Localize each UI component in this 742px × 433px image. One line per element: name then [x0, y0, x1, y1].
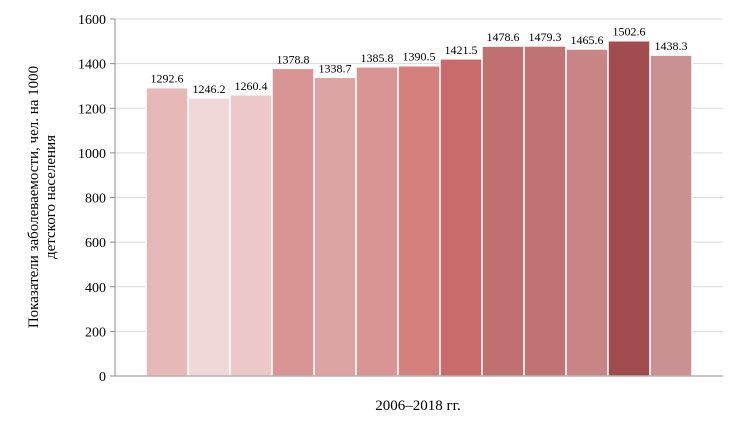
y-tick-label: 600	[85, 236, 106, 251]
bar-2009	[271, 67, 315, 377]
data-label-2011: 1385.8	[361, 51, 394, 65]
data-label-2015: 1479.3	[529, 30, 562, 44]
data-label-2008: 1260.4	[235, 79, 268, 93]
y-tick-label: 1400	[78, 58, 106, 73]
data-labels: 1292.6 1246.2 1260.4 1378.8 1338.7 1385.8 1390…	[151, 25, 688, 96]
bar-2011	[355, 66, 399, 377]
bar-2016	[565, 48, 609, 377]
y-tick-label: 1600	[78, 13, 106, 28]
data-label-2018: 1438.3	[655, 39, 688, 53]
x-axis-title: 2006–2018 гг.	[375, 398, 461, 414]
data-label-2016: 1465.6	[571, 33, 604, 47]
bar-2015	[523, 45, 567, 377]
y-tick-label: 800	[85, 192, 106, 207]
data-label-2012: 1390.5	[403, 50, 436, 64]
y-axis: 0 200 400 600 800 1000 1200 1400 1600	[78, 13, 116, 385]
data-label-2013: 1421.5	[445, 43, 478, 57]
bar-2013	[439, 58, 483, 377]
data-label-2006: 1292.6	[151, 72, 184, 86]
bars	[145, 39, 693, 377]
bar-2006	[145, 86, 189, 377]
bar-2010	[313, 76, 357, 377]
y-tick-label: 0	[99, 370, 106, 385]
bar-2014	[481, 45, 525, 377]
data-label-2007: 1246.2	[193, 82, 226, 96]
y-axis-title-line2: детского населения	[43, 135, 59, 259]
y-tick-label: 1200	[78, 102, 106, 117]
data-label-2010: 1338.7	[319, 61, 352, 75]
bar-2007	[187, 97, 231, 377]
data-label-2017: 1502.6	[613, 25, 646, 39]
data-label-2014: 1478.6	[487, 30, 520, 44]
bar-2012	[397, 64, 441, 377]
y-axis-title-line1: Показатели заболеваемости, чел. на 1000	[26, 66, 42, 328]
bar-2008	[229, 94, 273, 377]
y-tick-label: 1000	[78, 147, 106, 162]
data-label-2009: 1378.8	[277, 52, 310, 66]
y-tick-label: 400	[85, 281, 106, 296]
y-tick-label: 200	[85, 325, 106, 340]
bar-2018	[649, 54, 693, 377]
bar-2017	[607, 39, 651, 377]
